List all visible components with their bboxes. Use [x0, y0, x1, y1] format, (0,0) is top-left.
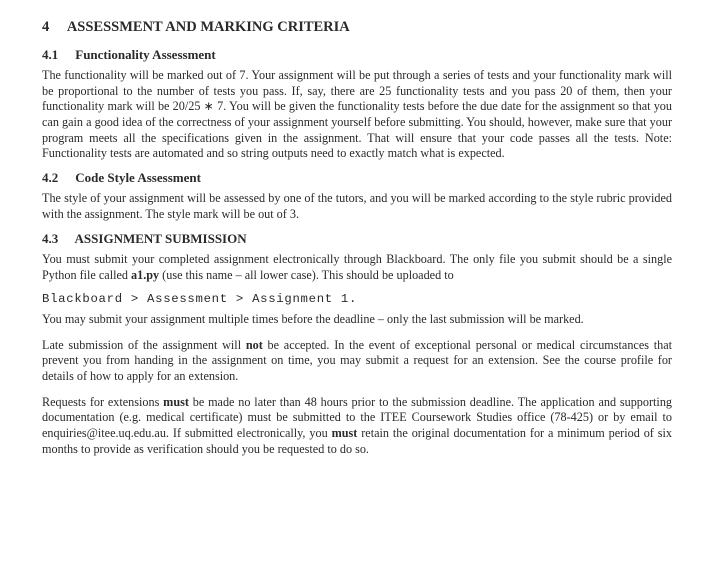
- emphasis-bold: not: [246, 338, 263, 352]
- subsection-heading: 4.3 ASSIGNMENT SUBMISSION: [42, 231, 672, 248]
- section-title: ASSESSMENT AND MARKING CRITERIA: [67, 19, 350, 35]
- document-page: 4 ASSESSMENT AND MARKING CRITERIA 4.1 Fu…: [0, 0, 714, 570]
- emphasis-bold: must: [332, 426, 358, 440]
- subsection-title: Code Style Assessment: [75, 170, 201, 185]
- subsection-heading: 4.1 Functionality Assessment: [42, 47, 672, 64]
- paragraph: The functionality will be marked out of …: [42, 68, 672, 162]
- paragraph: Late submission of the assignment will n…: [42, 338, 672, 385]
- paragraph: You may submit your assignment multiple …: [42, 312, 672, 328]
- emphasis-bold: must: [163, 395, 189, 409]
- text: Requests for extensions: [42, 395, 163, 409]
- paragraph: Requests for extensions must be made no …: [42, 395, 672, 457]
- subsection-title: Functionality Assessment: [75, 47, 215, 62]
- upload-path: Blackboard > Assessment > Assignment 1.: [42, 292, 672, 308]
- subsection-number: 4.2: [42, 170, 72, 187]
- paragraph: You must submit your completed assignmen…: [42, 252, 672, 283]
- subsection-number: 4.1: [42, 47, 72, 64]
- subsection-number: 4.3: [42, 231, 72, 248]
- subsection-heading: 4.2 Code Style Assessment: [42, 170, 672, 187]
- section-number: 4: [42, 18, 64, 37]
- filename-bold: a1.py: [131, 268, 159, 282]
- section-heading: 4 ASSESSMENT AND MARKING CRITERIA: [42, 18, 672, 37]
- paragraph: The style of your assignment will be ass…: [42, 191, 672, 222]
- subsection-title: ASSIGNMENT SUBMISSION: [75, 231, 247, 246]
- text: Late submission of the assignment will: [42, 338, 246, 352]
- text: (use this name – all lower case). This s…: [159, 268, 454, 282]
